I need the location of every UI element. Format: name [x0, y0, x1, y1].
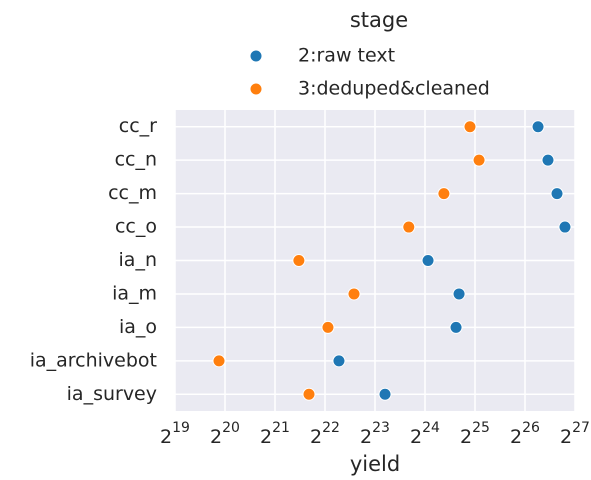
point: [452, 287, 466, 301]
y-tick-label: cc_m: [108, 182, 157, 204]
y-tick-label: cc_r: [119, 115, 157, 137]
x-tick-label: 221: [260, 420, 290, 448]
x-tick-label: 225: [460, 420, 490, 448]
legend-marker: [249, 49, 263, 63]
point: [402, 220, 416, 234]
y-tick-label: ia_n: [119, 249, 157, 271]
point: [449, 320, 463, 334]
x-axis-label: yield: [350, 452, 400, 476]
x-tick-label: 226: [510, 420, 540, 448]
point: [463, 120, 477, 134]
point: [332, 354, 346, 368]
point: [531, 120, 545, 134]
x-tick-label: 223: [360, 420, 390, 448]
y-tick-label: cc_o: [115, 216, 157, 238]
x-tick-label: 222: [310, 420, 340, 448]
x-tick-label: 224: [410, 420, 440, 448]
point: [421, 254, 435, 267]
point: [212, 354, 226, 368]
y-tick-label: cc_n: [115, 149, 157, 171]
point: [541, 153, 555, 167]
legend-label: 3:deduped&cleaned: [298, 78, 490, 100]
x-tick-label: 227: [560, 420, 590, 448]
point: [472, 153, 486, 167]
point: [437, 187, 451, 201]
x-tick-label: 219: [160, 420, 190, 448]
point: [558, 220, 572, 234]
point: [292, 254, 306, 267]
point: [321, 320, 335, 334]
y-tick-label: ia_m: [112, 282, 157, 304]
point: [378, 387, 392, 401]
point: [302, 387, 316, 401]
y-tick-label: ia_o: [119, 316, 157, 338]
y-tick-label: ia_archivebot: [30, 349, 157, 371]
legend-title: stage: [350, 8, 408, 32]
point: [550, 187, 564, 201]
legend-marker: [249, 82, 263, 96]
point: [347, 287, 361, 301]
x-tick-label: 220: [210, 420, 240, 448]
legend-label: 2:raw text: [298, 45, 395, 67]
y-tick-label: ia_survey: [67, 383, 157, 405]
